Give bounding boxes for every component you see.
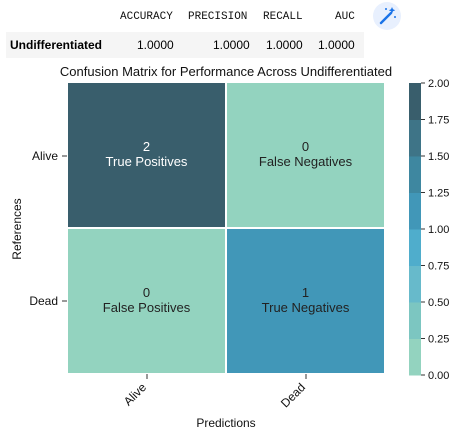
y-tick-label-alive: Alive [32,149,58,163]
colorbar-tick-label: 1.50 [428,151,449,163]
magic-wand-icon [379,7,396,25]
cell-category-label: False Positives [103,300,191,315]
heatmap-cell [66,81,227,229]
row-label: Undifferentiated [10,38,103,52]
colorbar-segment [409,119,421,157]
heatmap-cell [225,227,386,375]
colorbar-segment [409,229,421,266]
y-tick-label-dead: Dead [29,294,58,308]
auc-value: 1.0000 [318,38,355,52]
colorbar-segment [409,265,421,303]
colorbar-segment [409,338,421,376]
cell-category-label: True Negatives [262,300,350,315]
precision-value: 1.0000 [213,38,250,52]
x-tick-label-dead: Dead [278,380,308,410]
colorbar: 0.00 0.25 0.50 0.75 1.00 1.25 1.50 1.75 2.00 [409,78,449,382]
cell-value-label: 2 [143,139,150,154]
colorbar-tick-label: 0.50 [428,297,449,309]
cell-value-label: 1 [302,285,309,300]
magic-wand-button[interactable] [373,2,401,30]
colorbar-segment [409,156,421,193]
colorbar-tick-label: 1.75 [428,115,449,127]
colorbar-tick-label: 0.00 [428,370,449,382]
colorbar-tick-label: 1.25 [428,188,449,200]
chart-title: Confusion Matrix for Performance Across … [60,64,392,79]
recall-value: 1.0000 [266,38,303,52]
x-axis: Alive Dead Predictions [121,374,308,430]
cell-category-label: False Negatives [259,154,353,169]
cell-category-label: True Positives [106,154,188,169]
cell-value-label: 0 [143,285,150,300]
colorbar-tick-label: 0.75 [428,261,449,273]
x-tick-label-alive: Alive [121,380,150,409]
colorbar-tick-label: 0.25 [428,334,449,346]
colorbar-tick-label: 1.00 [428,224,449,236]
colorbar-segment [409,302,421,339]
metrics-table: ACCURACY PRECISION RECALL AUC Undifferen… [6,4,364,60]
colorbar-tick-label: 2.00 [428,78,449,90]
y-axis-label: References [10,198,24,259]
column-header-precision: PRECISION [188,11,248,23]
table-row [6,32,364,58]
x-axis-label: Predictions [196,416,255,430]
column-header-accuracy: ACCURACY [120,11,173,23]
heatmap-cell [225,81,386,229]
cell-value-label: 0 [302,139,309,154]
y-axis: Alive Dead References [10,149,67,308]
accuracy-value: 1.0000 [137,38,174,52]
column-header-recall: RECALL [263,11,303,23]
colorbar-segment [409,192,421,230]
colorbar-segment [409,83,421,120]
column-header-auc: AUC [335,11,355,23]
